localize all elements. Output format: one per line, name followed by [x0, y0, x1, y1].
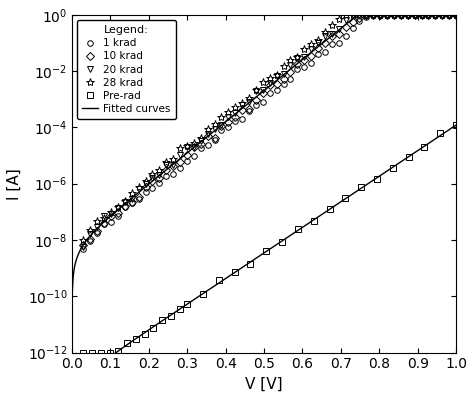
28 krad [453, 12, 459, 17]
Pre-rad [133, 336, 139, 341]
Pre-rad [159, 318, 165, 322]
Pre-rad [150, 325, 156, 330]
Pre-rad [327, 207, 332, 212]
1 krad [150, 186, 155, 191]
Line: 1 krad: 1 krad [81, 12, 459, 252]
10 krad [150, 178, 155, 183]
20 krad [150, 176, 155, 180]
1 krad [370, 12, 376, 17]
1 krad [447, 12, 452, 17]
20 krad [453, 12, 459, 17]
10 krad [81, 243, 86, 247]
1 krad [170, 172, 176, 177]
Pre-rad [279, 239, 285, 244]
Pre-rad [311, 218, 317, 223]
28 krad [447, 12, 452, 17]
Pre-rad [247, 262, 253, 267]
Pre-rad [216, 278, 222, 283]
28 krad [81, 237, 86, 242]
1 krad [81, 247, 86, 251]
10 krad [447, 12, 452, 17]
28 krad [343, 12, 348, 17]
Pre-rad [168, 314, 173, 318]
X-axis label: V [V]: V [V] [245, 377, 283, 392]
10 krad [170, 164, 176, 168]
20 krad [81, 245, 86, 249]
Pre-rad [177, 306, 182, 311]
Line: 10 krad: 10 krad [81, 12, 459, 248]
1 krad [453, 12, 459, 17]
20 krad [447, 12, 452, 17]
Pre-rad [98, 350, 104, 355]
1 krad [419, 12, 424, 17]
1 krad [122, 204, 128, 209]
Pre-rad [358, 185, 364, 190]
Pre-rad [81, 350, 86, 355]
28 krad [122, 198, 128, 203]
10 krad [364, 12, 369, 17]
Line: Fitted curves: Fitted curves [73, 0, 456, 291]
10 krad [419, 12, 424, 17]
Pre-rad [295, 227, 301, 232]
Fitted curves [70, 288, 75, 293]
Y-axis label: I [A]: I [A] [7, 168, 22, 200]
28 krad [170, 157, 176, 162]
Pre-rad [264, 249, 269, 254]
20 krad [122, 200, 128, 205]
Pre-rad [453, 122, 459, 127]
Fitted curves [277, 75, 283, 80]
Pre-rad [142, 332, 147, 336]
20 krad [219, 123, 224, 128]
Pre-rad [107, 350, 112, 355]
28 krad [150, 172, 155, 177]
Legend: 1 krad, 10 krad, 20 krad, 28 krad, Pre-rad, Fitted curves: 1 krad, 10 krad, 20 krad, 28 krad, Pre-r… [77, 20, 176, 119]
Pre-rad [438, 131, 443, 136]
Fitted curves [252, 96, 257, 101]
10 krad [453, 12, 459, 17]
1 krad [219, 127, 224, 132]
Pre-rad [184, 302, 190, 306]
Pre-rad [374, 177, 380, 182]
Pre-rad [90, 350, 95, 355]
Pre-rad [390, 165, 396, 170]
Fitted curves [298, 59, 303, 63]
Pre-rad [406, 155, 411, 160]
20 krad [170, 162, 176, 167]
Pre-rad [343, 196, 348, 201]
Line: 28 krad: 28 krad [79, 11, 460, 244]
Pre-rad [124, 341, 130, 346]
Pre-rad [421, 144, 427, 149]
28 krad [219, 115, 224, 119]
Pre-rad [200, 292, 206, 297]
10 krad [122, 204, 128, 209]
Pre-rad [232, 269, 237, 274]
20 krad [419, 12, 424, 17]
Pre-rad [116, 349, 121, 354]
10 krad [219, 123, 224, 128]
Line: Pre-rad: Pre-rad [81, 122, 459, 356]
Fitted curves [254, 94, 260, 99]
28 krad [419, 12, 424, 17]
Line: 20 krad: 20 krad [81, 12, 459, 250]
20 krad [350, 12, 356, 17]
